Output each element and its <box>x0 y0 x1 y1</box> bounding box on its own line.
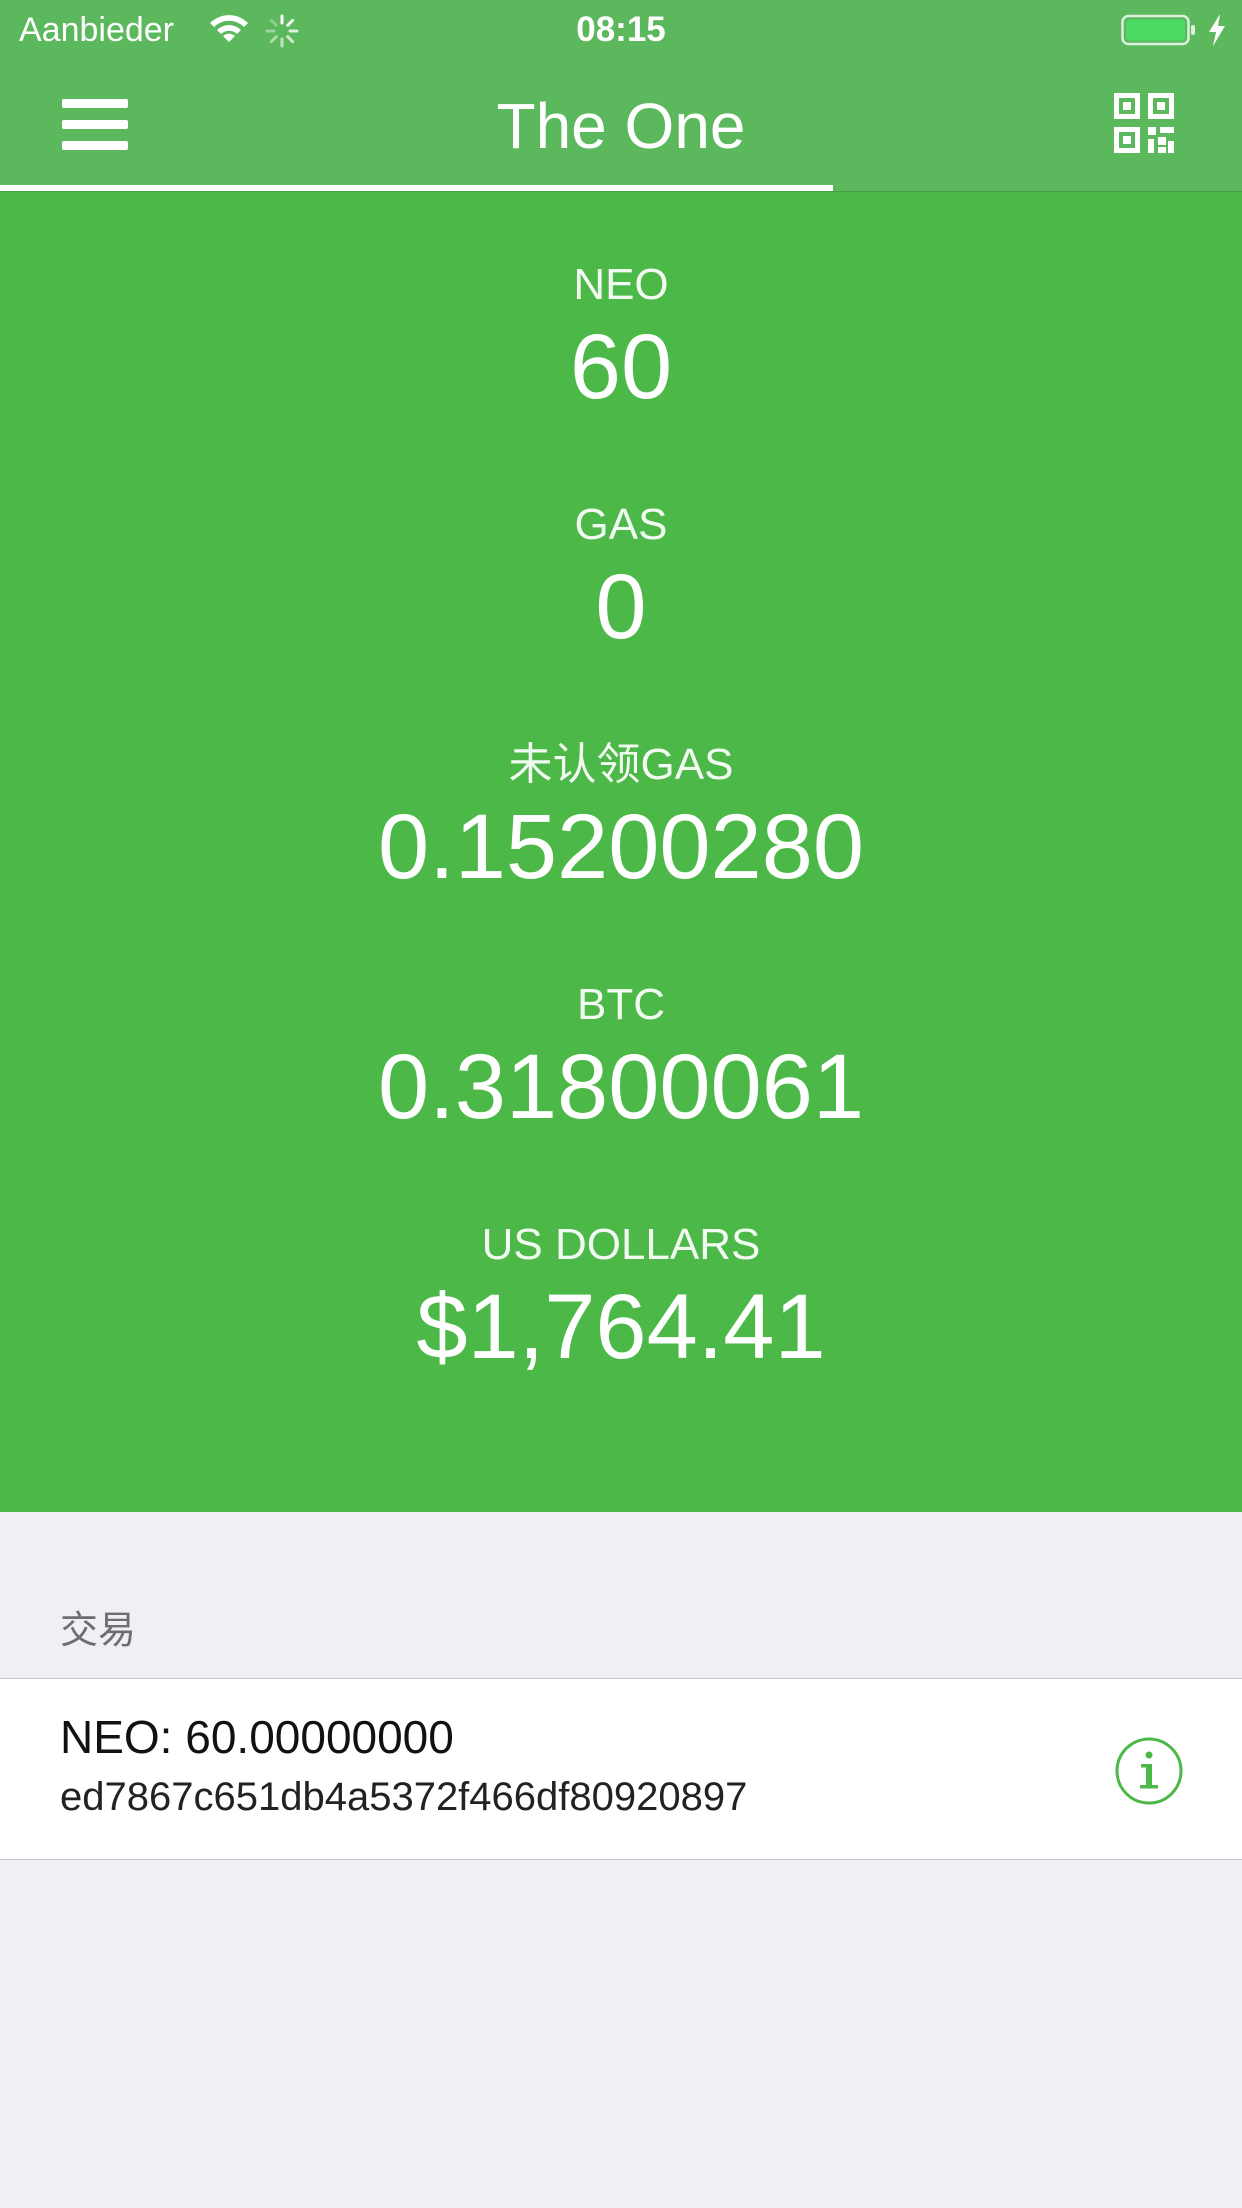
balance-usd: US DOLLARS $1,764.41 <box>0 1219 1242 1379</box>
status-bar: Aanbieder 08:15 <box>0 0 1242 60</box>
menu-icon[interactable] <box>62 97 128 153</box>
balance-label: US DOLLARS <box>481 1220 761 1269</box>
balance-label: GAS <box>574 500 668 549</box>
nav-bar: The One <box>0 60 1242 192</box>
info-icon[interactable] <box>1114 1736 1184 1806</box>
carrier-label: Aanbieder <box>19 11 175 49</box>
balance-label: NEO <box>573 260 669 309</box>
balance-value: 0.15200280 <box>377 796 865 898</box>
transactions-list: NEO: 60.00000000 ed7867c651db4a5372f466d… <box>0 1678 1242 1860</box>
balance-value: 60 <box>569 316 673 418</box>
status-time: 08:15 <box>576 10 666 49</box>
battery-icon <box>1121 14 1195 46</box>
transaction-amount: NEO: 60.00000000 <box>60 1711 454 1763</box>
balances-panel: NEO 60 GAS 0 未认领GAS 0.15200280 BTC 0.318… <box>0 192 1242 1512</box>
balance-unclaimed-gas: 未认领GAS 0.15200280 <box>0 739 1242 899</box>
balance-value: 0.31800061 <box>377 1036 865 1138</box>
tab-indicator <box>0 185 833 191</box>
balance-btc: BTC 0.31800061 <box>0 979 1242 1139</box>
qr-code-icon[interactable] <box>1114 93 1174 153</box>
transaction-hash: ed7867c651db4a5372f466df80920897 <box>60 1775 748 1819</box>
wifi-icon <box>210 15 248 42</box>
balance-gas: GAS 0 <box>0 499 1242 659</box>
balance-label: 未认领GAS <box>508 740 734 789</box>
page-title: The One <box>496 90 746 162</box>
balance-value: 0 <box>595 556 647 658</box>
balance-label: BTC <box>577 980 665 1029</box>
transactions-header: 交易 <box>60 1610 137 1652</box>
balance-value: $1,764.41 <box>416 1276 826 1378</box>
header: Aanbieder 08:15 <box>0 0 1242 192</box>
activity-icon <box>265 14 299 48</box>
balance-neo: NEO 60 <box>0 259 1242 419</box>
nav-divider <box>0 191 1242 192</box>
charging-icon <box>1209 14 1225 46</box>
